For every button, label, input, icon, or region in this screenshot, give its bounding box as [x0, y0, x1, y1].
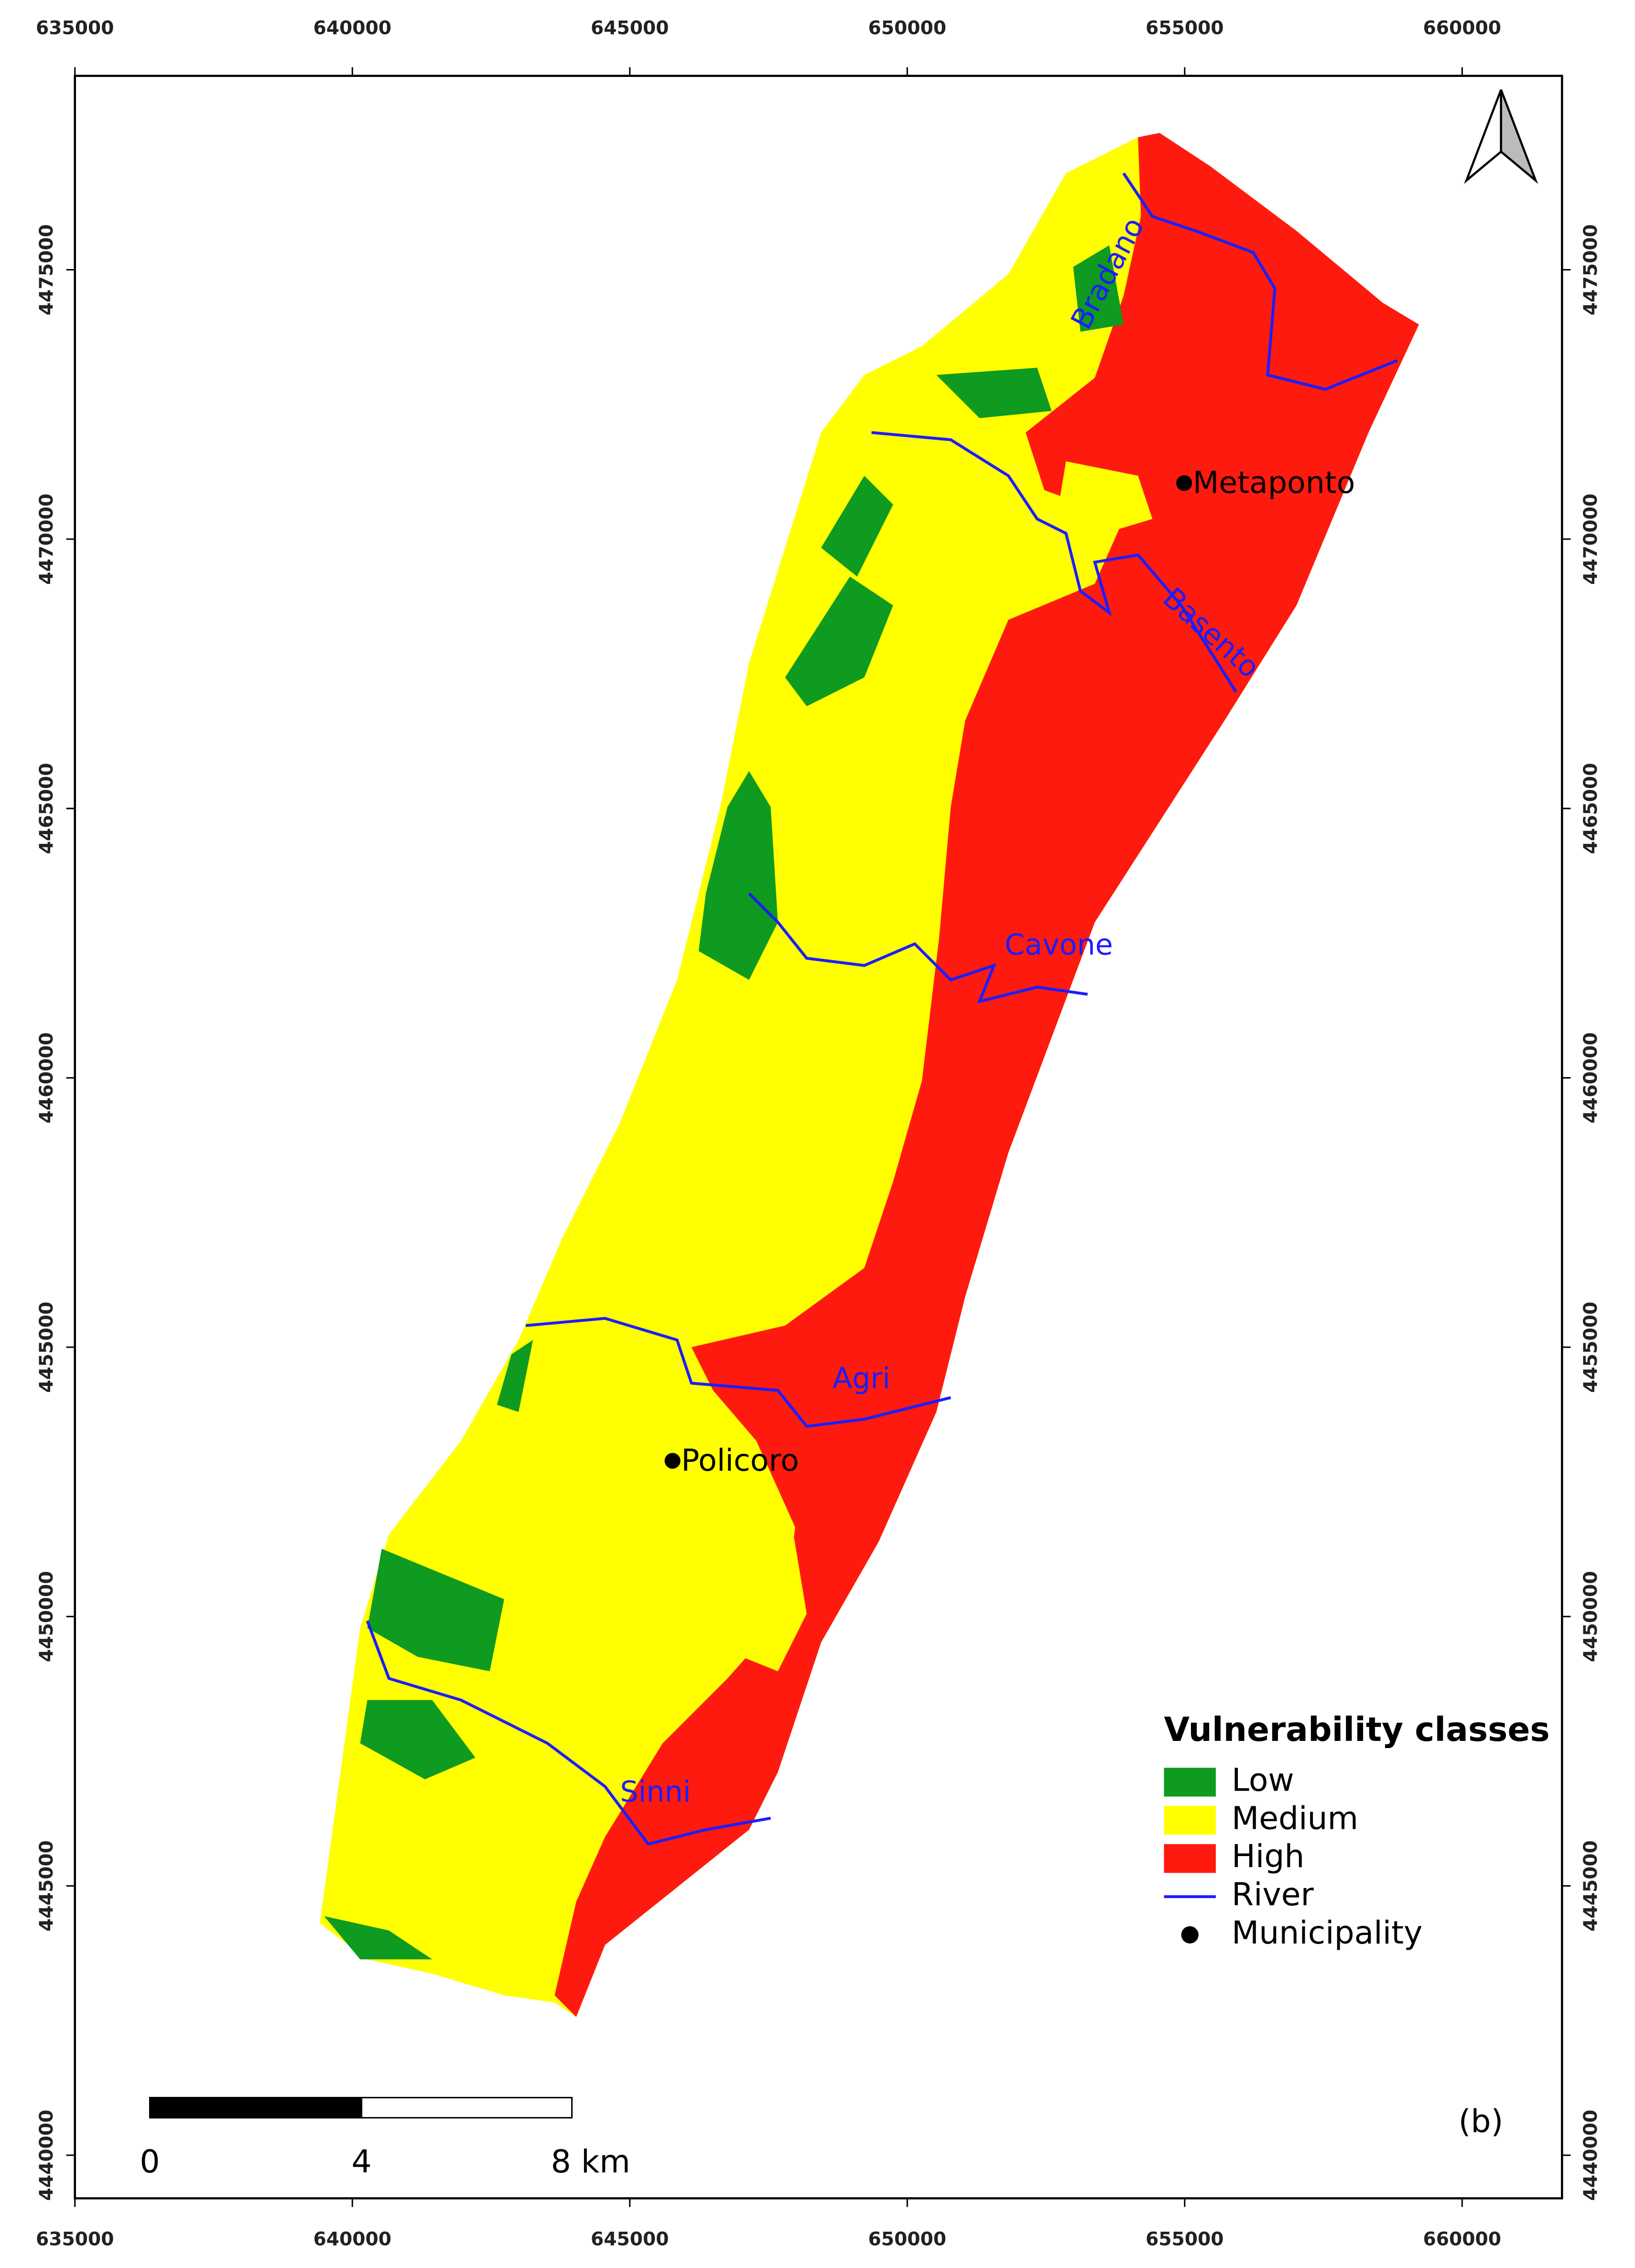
high-area: [554, 133, 1419, 2017]
legend-label: River: [1232, 1876, 1314, 1913]
y-tick-label: 4455000: [1580, 1302, 1602, 1393]
y-tick-label: 4445000: [36, 1840, 57, 1932]
municipality-label: Policoro: [681, 1443, 799, 1478]
river-line: [1122, 172, 1398, 391]
river-label: Agri: [833, 1362, 890, 1395]
legend-label: Municipality: [1232, 1914, 1422, 1951]
scale-label: 0: [140, 2143, 160, 2180]
x-tick-label: 640000: [313, 2228, 391, 2250]
low-area: [367, 1549, 504, 1672]
y-tick-label: 4465000: [36, 763, 57, 854]
x-tick-label: 655000: [1146, 18, 1224, 39]
low-area: [1073, 245, 1124, 332]
low-area: [324, 1916, 433, 1960]
y-tick-label: 4450000: [36, 1571, 57, 1662]
low-area: [698, 771, 778, 980]
y-tick-label: 4440000: [1580, 2110, 1602, 2201]
low-area: [785, 576, 893, 706]
municipality-point: [664, 1453, 681, 1469]
low-area: [936, 367, 1052, 418]
municipality-point: [1176, 475, 1192, 491]
legend-label: High: [1232, 1837, 1304, 1875]
x-tick-label: 635000: [36, 18, 114, 39]
legend-label: Low: [1232, 1761, 1294, 1798]
x-tick-label: 645000: [591, 18, 669, 39]
scale-label: 4: [351, 2143, 371, 2180]
panel-label: (b): [1459, 2103, 1504, 2140]
north-arrow: [1464, 89, 1538, 184]
y-tick-label: 4470000: [36, 494, 57, 585]
rivers: [366, 172, 1398, 1846]
legend-title: Vulnerability classes: [1164, 1711, 1549, 1749]
y-tick-label: 4440000: [36, 2110, 57, 2201]
legend-swatch: [1164, 1806, 1216, 1835]
x-tick-label: 660000: [1423, 18, 1502, 39]
low-area: [821, 475, 893, 577]
x-tick-label: 635000: [36, 2228, 114, 2250]
municipality-label: Metaponto: [1193, 465, 1355, 500]
river-line: [366, 1620, 771, 1846]
coordinate-ticks: 635000 635000 640000 640000 645000 645000 6500…: [36, 18, 1602, 2250]
vulnerability-map: [320, 133, 1419, 2017]
x-tick-label: 655000: [1146, 2228, 1224, 2250]
y-tick-label: 4450000: [1580, 1571, 1602, 1662]
x-tick-label: 650000: [868, 2228, 947, 2250]
legend-swatch: [1164, 1844, 1216, 1873]
y-tick-label: 4470000: [1580, 494, 1602, 585]
legend-swatch: [1181, 1926, 1199, 1944]
medium-area: [742, 1527, 807, 1672]
river-line: [871, 431, 1237, 693]
medium-area: [1059, 461, 1153, 537]
map-frame: [74, 75, 1563, 2200]
scale-bar: [149, 2096, 573, 2119]
river-label: Sinni: [620, 1775, 691, 1809]
y-tick-label: 4445000: [1580, 1840, 1602, 1932]
y-tick-label: 4455000: [36, 1302, 57, 1393]
low-area: [497, 1340, 533, 1412]
y-tick-label: 4475000: [1580, 224, 1602, 315]
y-tick-label: 4460000: [36, 1032, 57, 1123]
river-line: [525, 1317, 952, 1428]
river-label: Cavone: [1005, 929, 1113, 962]
x-tick-label: 660000: [1423, 2228, 1502, 2250]
river-line: [748, 892, 1088, 1004]
legend-swatch: [1164, 1768, 1216, 1797]
y-tick-label: 4465000: [1580, 763, 1602, 854]
legend-label: Medium: [1232, 1799, 1358, 1836]
y-tick-label: 4475000: [36, 224, 57, 315]
scale-label: 8 km: [551, 2143, 630, 2180]
x-tick-label: 645000: [591, 2228, 669, 2250]
low-area: [360, 1700, 476, 1780]
y-tick-label: 4460000: [1580, 1032, 1602, 1123]
x-tick-label: 650000: [868, 18, 947, 39]
x-tick-label: 640000: [313, 18, 391, 39]
